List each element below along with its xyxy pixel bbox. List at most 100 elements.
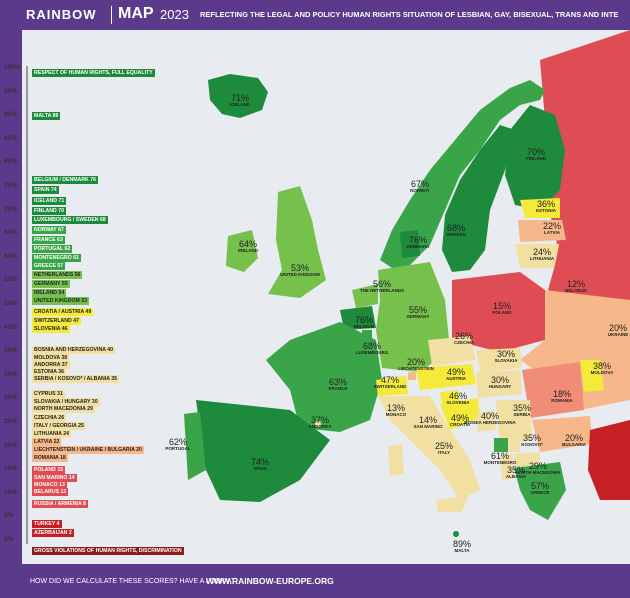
country-name: GERMANY (406, 314, 430, 319)
country-label[interactable]: 67% NORWAY (390, 180, 450, 194)
country-label[interactable]: 35% SERBIA (492, 404, 552, 418)
scale-tick-label: 65% (4, 229, 18, 237)
country-label[interactable]: 56% THE NETHERLANDS (352, 280, 412, 294)
country-label[interactable]: 61% MONTENEGRO (470, 452, 530, 466)
country-label[interactable]: 25% ITALY (414, 442, 474, 456)
scale-tick-label: 60% (4, 252, 18, 260)
country-label[interactable]: 68% SWEDEN (426, 224, 486, 238)
country-label[interactable]: 26% CZECHIA (434, 332, 494, 346)
legend-entry: GROSS VIOLATIONS OF HUMAN RIGHTS, DISCRI… (32, 547, 184, 555)
country-score: 68% (362, 341, 381, 351)
country-label[interactable]: 35% KOSOVO* (502, 434, 562, 448)
country-label[interactable]: 64% IRELAND (218, 240, 278, 254)
liechtenstein-region (408, 372, 416, 380)
country-label[interactable]: 49% CROATIA (430, 414, 490, 428)
country-label[interactable]: 13% MONACO (366, 404, 426, 418)
country-label[interactable]: 30% HUNGARY (470, 376, 530, 390)
legend-entry: ITALY / GEORGIA 25 (32, 422, 86, 430)
country-name: ALBANIA (505, 474, 527, 479)
serbia-region (496, 400, 532, 444)
country-label[interactable]: 20% BULGARIA (544, 434, 604, 448)
country-label[interactable]: 49% AUSTRIA (426, 368, 486, 382)
country-label[interactable]: 20% UKRAINE (588, 324, 630, 338)
legend-entry: BELGIUM / DENMARK 76 (32, 176, 98, 184)
country-label[interactable]: 57% GREECE (510, 482, 570, 496)
poland-region (452, 272, 545, 352)
country-name: LATVIA (544, 230, 560, 235)
country-label[interactable]: 70% FINLAND (506, 148, 566, 162)
country-label[interactable]: 74% SPAIN (230, 458, 290, 472)
legend-entry: SERBIA / KOSOVO* / ALBANIA 35 (32, 375, 120, 383)
country-name: BELGIUM (353, 324, 375, 329)
legend-entry: MONACO 13 (32, 481, 67, 489)
legend-entry: MOLDOVA 38 (32, 354, 70, 362)
country-name: SWEDEN (446, 232, 466, 237)
country-score: 35% (506, 465, 525, 475)
legend-entry: CYPRUS 31 (32, 390, 65, 398)
country-label[interactable]: 20% LIECHTENSTEIN (386, 358, 446, 372)
country-label[interactable]: 63% FRANCE (308, 378, 368, 392)
country-label[interactable]: 53% UNITED KINGDOM (270, 264, 330, 278)
country-score: 22% (542, 221, 561, 231)
country-label[interactable]: 36% ESTONIA (516, 200, 576, 214)
country-score: 74% (250, 457, 269, 467)
country-label[interactable]: 46% SLOVENIA (428, 392, 488, 406)
country-score: 15% (492, 301, 511, 311)
country-score: 24% (532, 247, 551, 257)
country-label[interactable]: 18% ROMANIA (532, 390, 592, 404)
denmark-region (400, 230, 420, 258)
scale-tick-label: 90% (4, 111, 18, 119)
switzerland-region (376, 376, 408, 396)
country-label[interactable]: 12% BELARUS (546, 280, 606, 294)
scale-line (26, 66, 28, 544)
legend-entry: RUSSIA / ARMENIA 8 (32, 500, 88, 508)
country-label[interactable]: 62% PORTUGAL (148, 438, 208, 452)
country-score: 40% (480, 411, 499, 421)
country-score: 35% (522, 433, 541, 443)
country-score: 47% (380, 375, 399, 385)
scale-sidebar (0, 30, 22, 564)
country-label[interactable]: 47% SWITZERLAND (360, 376, 420, 390)
albania-region (500, 454, 514, 480)
country-name: CZECHIA (454, 340, 474, 345)
country-label[interactable]: 89% MALTA (432, 540, 492, 554)
country-label[interactable]: 15% POLAND (472, 302, 532, 316)
bulgaria-region (532, 416, 592, 452)
country-label[interactable]: 68% LUXEMBOURG (342, 342, 402, 356)
scale-tick-label: 100% (4, 64, 21, 71)
country-label[interactable]: 71% ICELAND (210, 94, 270, 108)
portugal-region (184, 412, 206, 480)
country-label[interactable]: 24% LITHUANIA (512, 248, 572, 262)
legend-entry: BELARUS 12 (32, 488, 69, 496)
country-label[interactable]: 30% SLOVAKIA (476, 350, 536, 364)
scale-tick-label: 95% (4, 87, 18, 95)
country-score: 20% (564, 433, 583, 443)
country-name: PORTUGAL (165, 446, 191, 451)
country-label[interactable]: 40% BOSNIA HERZEGOVINA (460, 412, 520, 426)
latvia-region (518, 220, 566, 242)
country-name: ESTONIA (536, 208, 556, 213)
country-label[interactable]: 35% ALBANIA (486, 466, 546, 480)
country-score: 64% (238, 239, 257, 249)
legend-entry: POLAND 15 (32, 466, 66, 474)
country-label[interactable]: 29% NORTH MACEDONIA (508, 462, 568, 476)
country-name: SLOVENIA (446, 400, 470, 405)
country-score: 46% (448, 391, 467, 401)
footer-bar: HOW DID WE CALCULATE THESE SCORES? HAVE … (0, 564, 630, 598)
country-label[interactable]: 76% DENMARK (388, 236, 448, 250)
country-name: UNITED KINGDOM (280, 272, 320, 277)
country-label[interactable]: 22% LATVIA (522, 222, 582, 236)
scale-tick-label: 15% (4, 465, 18, 473)
country-label[interactable]: 55% GERMANY (388, 306, 448, 320)
sicily-region (436, 496, 468, 512)
scale-tick-label: 30% (4, 394, 18, 402)
country-label[interactable]: 76% BELGIUM (334, 316, 394, 330)
country-label[interactable]: 38% MOLDOVA (572, 362, 630, 376)
hungary-region (476, 370, 522, 398)
legend-entry: SLOVENIA 46 (32, 325, 70, 333)
country-label[interactable]: 14% SAN MARINO (398, 416, 458, 430)
footer-website-link[interactable]: WWW.RAINBOW-EUROPE.ORG (206, 576, 334, 586)
country-label[interactable]: 37% ANDORRA (290, 416, 350, 430)
legend-entry: MALTA 89 (32, 112, 61, 120)
map-title: MAP (118, 5, 154, 22)
